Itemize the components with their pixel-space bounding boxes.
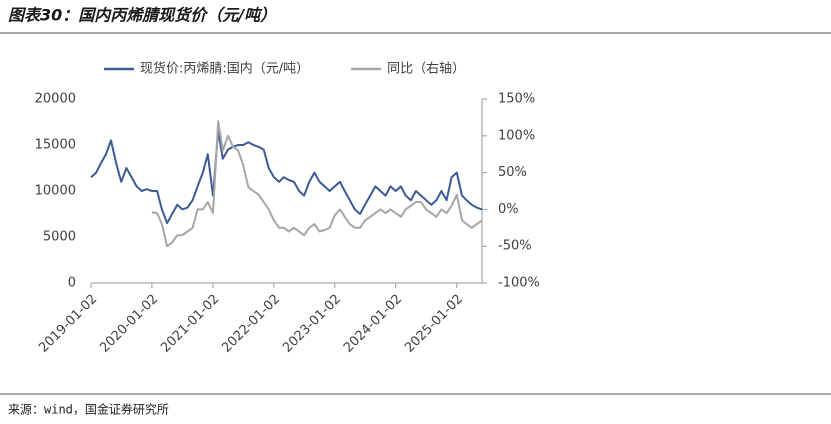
y2-tick-label: 0%: [498, 202, 519, 217]
y-tick-label: 0: [68, 276, 76, 291]
y2-tick-label: 150%: [498, 92, 535, 107]
x-tick-label: 2020-01-02: [97, 292, 161, 356]
x-tick-label: 2023-01-02: [280, 292, 344, 356]
y2-tick-label: 100%: [498, 128, 535, 143]
x-tick-label: 2019-01-02: [36, 292, 100, 356]
y2-tick-label: 50%: [498, 165, 527, 180]
x-tick-label: 2021-01-02: [158, 292, 222, 356]
y-tick-label: 15000: [35, 138, 76, 153]
x-tick-label: 2022-01-02: [219, 292, 283, 356]
y-tick-label: 10000: [35, 184, 76, 199]
y-tick-label: 20000: [35, 92, 76, 107]
series-line: [151, 120, 483, 248]
x-tick-label: 2024-01-02: [341, 292, 405, 356]
series-line: [90, 129, 483, 225]
y2-tick-label: -100%: [498, 276, 540, 291]
legend-label: 同比（右轴）: [387, 62, 465, 77]
y-tick-label: 5000: [43, 230, 76, 245]
chart-title: 图表30：国内丙烯腈现货价（元/吨）: [8, 6, 276, 25]
y2-tick-label: -50%: [498, 239, 532, 254]
x-tick-label: 2025-01-02: [402, 292, 466, 356]
source: 来源：wind，国金证券研究所: [8, 402, 169, 417]
legend-label: 现货价:丙烯腈:国内（元/吨）: [140, 61, 309, 77]
